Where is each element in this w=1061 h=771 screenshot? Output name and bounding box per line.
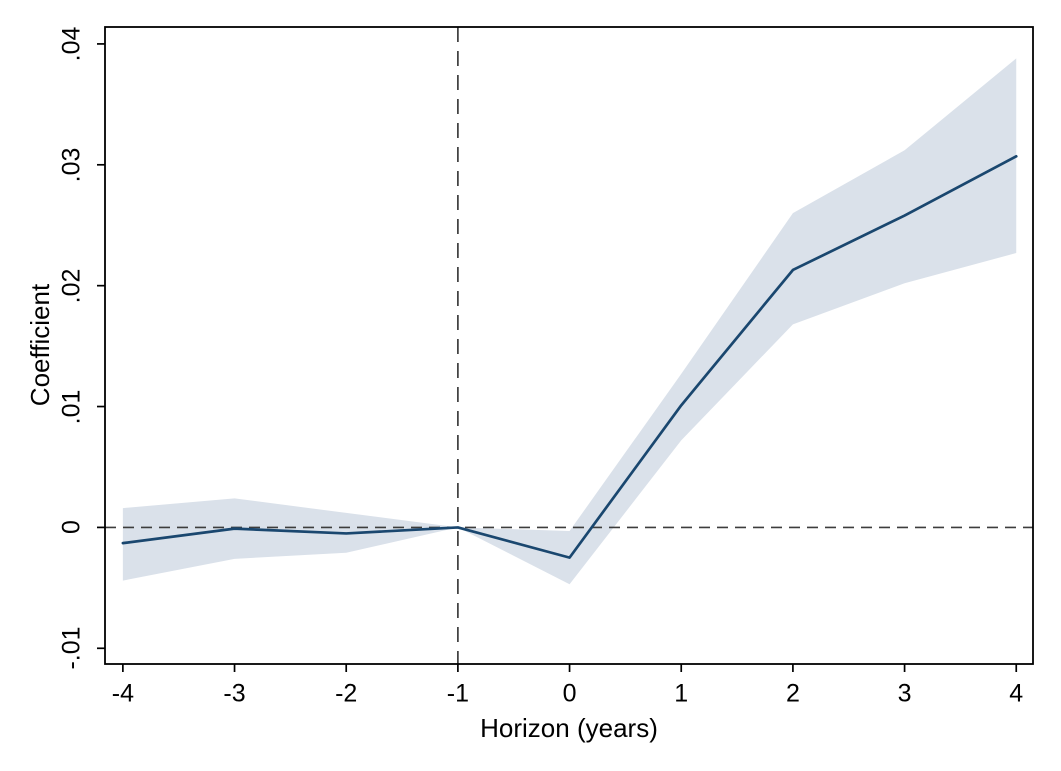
y-tick-label: .03 bbox=[57, 147, 86, 183]
x-tick-label: 0 bbox=[562, 679, 577, 708]
x-tick-label: -4 bbox=[111, 679, 134, 708]
y-axis-title: Coefficient bbox=[25, 283, 55, 407]
x-tick-label: -1 bbox=[446, 679, 469, 708]
y-tick-label: .02 bbox=[57, 268, 86, 304]
x-tick-label: 4 bbox=[1009, 679, 1024, 708]
coefficient-line bbox=[121, 154, 1018, 559]
y-tick-label: -.01 bbox=[57, 626, 86, 670]
y-tick-label: .04 bbox=[57, 26, 86, 62]
x-tick-label: 1 bbox=[674, 679, 689, 708]
x-tick-label: 2 bbox=[785, 679, 800, 708]
confidence-band bbox=[122, 58, 1017, 585]
y-tick-label: .01 bbox=[57, 389, 86, 424]
x-tick-label: -3 bbox=[223, 679, 246, 708]
y-tick-label: 0 bbox=[57, 520, 86, 535]
x-axis-title: Horizon (years) bbox=[480, 713, 658, 743]
x-tick-label: -2 bbox=[335, 679, 358, 708]
x-tick-label: 3 bbox=[897, 679, 912, 708]
